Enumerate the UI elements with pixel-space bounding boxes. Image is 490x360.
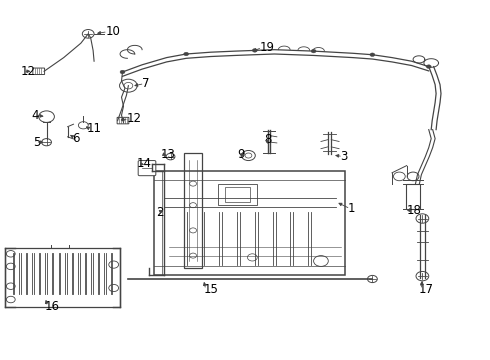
Bar (184, 153, 202, 268)
Text: 6: 6 (73, 132, 80, 145)
FancyBboxPatch shape (138, 161, 156, 176)
Text: 14: 14 (136, 157, 151, 170)
Text: 10: 10 (105, 25, 120, 38)
Text: 12: 12 (126, 112, 142, 125)
Text: 5: 5 (33, 136, 41, 149)
FancyBboxPatch shape (117, 117, 129, 124)
Text: 1: 1 (348, 202, 355, 215)
Text: 7: 7 (142, 77, 149, 90)
Circle shape (370, 53, 375, 57)
Text: 2: 2 (156, 206, 163, 219)
Text: 19: 19 (260, 41, 275, 54)
Bar (218, 184, 257, 205)
Text: 18: 18 (407, 204, 421, 217)
Circle shape (426, 65, 431, 68)
Circle shape (184, 52, 189, 56)
Text: 11: 11 (87, 122, 102, 135)
Text: 9: 9 (238, 148, 245, 161)
Text: 8: 8 (265, 133, 272, 146)
Text: 12: 12 (21, 65, 36, 78)
Bar (225, 187, 250, 202)
Circle shape (252, 49, 257, 52)
Text: 16: 16 (45, 300, 60, 313)
Text: 15: 15 (203, 283, 218, 296)
FancyBboxPatch shape (33, 68, 45, 75)
Text: 13: 13 (160, 148, 175, 161)
Bar (406, 184, 420, 209)
Text: 3: 3 (341, 150, 348, 163)
Bar (154, 171, 345, 275)
Text: 4: 4 (32, 109, 39, 122)
Circle shape (311, 49, 316, 53)
Circle shape (120, 70, 125, 74)
Text: 17: 17 (419, 283, 434, 296)
